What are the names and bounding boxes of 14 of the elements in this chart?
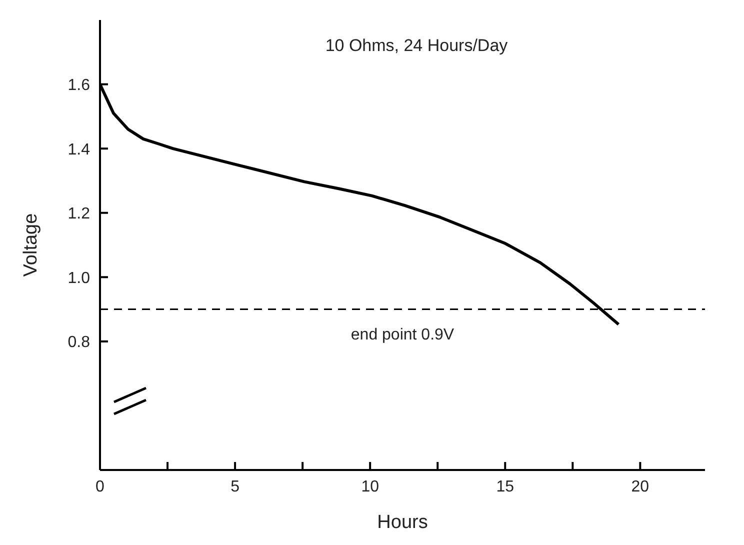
x-tick-label: 15: [496, 478, 514, 496]
text: 10 Ohms, 24 Hours/Day: [324, 36, 509, 56]
y-tick-label: 1.0: [68, 270, 90, 287]
y-tick-label: 1.4: [68, 141, 90, 158]
x-tick-label: 10: [361, 478, 380, 496]
y-axis-title: Voltage: [20, 213, 42, 277]
y-tick-label: 0.8: [68, 334, 90, 352]
x-axis-title: Hours: [377, 512, 428, 533]
y-tick-label: 1.6: [68, 76, 90, 94]
x-tick-label: 0: [96, 478, 105, 496]
ref-line-label: end point 0.9V: [350, 326, 454, 344]
x-tick-label: 20: [631, 478, 650, 496]
y-tick-label: 1.2: [68, 206, 90, 223]
x-tick-label: 5: [230, 478, 240, 496]
